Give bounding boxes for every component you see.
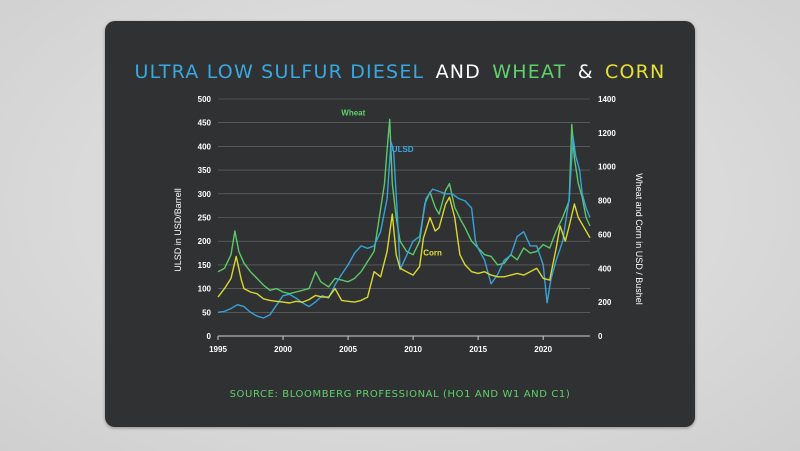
- x-tick-label: 2000: [274, 345, 292, 354]
- y2-tick-label: 800: [598, 197, 612, 206]
- y2-tick-label: 400: [598, 264, 612, 273]
- y2-tick-label: 200: [598, 298, 612, 307]
- x-tick-label: 2010: [404, 345, 422, 354]
- title-part-and: AND: [435, 61, 482, 83]
- y-tick-label: 400: [198, 142, 212, 151]
- title-part-ulsd: ULTRA LOW SULFUR DIESEL: [134, 61, 425, 83]
- series-line-ulsd: [217, 136, 591, 319]
- x-tick-label: 2015: [469, 345, 487, 354]
- line-chart: 0 50 100 150 200 250 300 350 400 450 500 0 200 400 600…: [173, 95, 644, 354]
- y2-tick-label: 600: [598, 230, 612, 239]
- axes: 0 50 100 150 200 250 300 350 400 450 500 0 200 400 600…: [198, 95, 617, 354]
- y2-tick-label: 1200: [598, 129, 616, 138]
- annotation-wheat: Wheat: [341, 109, 365, 118]
- y-tick-label: 250: [198, 214, 212, 223]
- y-tick-label: 100: [198, 285, 212, 294]
- y-tick-label: 450: [198, 119, 212, 128]
- y-tick-label: 150: [198, 261, 212, 270]
- annotations: Wheat ULSD Corn: [341, 109, 442, 258]
- x-tick-label: 2005: [339, 345, 357, 354]
- y-tick-label: 500: [198, 95, 212, 104]
- y-tick-label: 300: [198, 190, 212, 199]
- title-part-wheat: WHEAT: [492, 61, 567, 83]
- annotation-ulsd: ULSD: [392, 145, 414, 154]
- series-lines: [217, 118, 591, 319]
- series-line-wheat: [217, 118, 591, 295]
- y-tick-label: 350: [198, 166, 212, 175]
- source-note: SOURCE: BLOOMBERG PROFESSIONAL (HO1 AND …: [229, 389, 571, 400]
- y2-tick-label: 0: [598, 332, 603, 341]
- gridlines: [218, 98, 590, 337]
- y2-tick-label: 1400: [598, 95, 616, 104]
- x-tick-label: 1995: [209, 345, 227, 354]
- y-axis-label: ULSD in USD/Barrell: [173, 188, 183, 272]
- y2-axis-label: Wheat and Corn in USD / Bushel: [634, 173, 644, 305]
- y-tick-label: 200: [198, 237, 212, 246]
- title-part-ampersand: &: [577, 61, 594, 83]
- x-tick-label: 2020: [534, 345, 552, 354]
- chart-card: ULTRA LOW SULFUR DIESEL AND WHEAT & CORN…: [105, 21, 695, 427]
- annotation-corn: Corn: [423, 248, 442, 257]
- chart-title: ULTRA LOW SULFUR DIESEL AND WHEAT & CORN: [105, 61, 695, 83]
- series-line-corn: [217, 196, 591, 304]
- y-tick-label: 0: [207, 332, 212, 341]
- y-tick-label: 50: [202, 308, 211, 317]
- y2-tick-label: 1000: [598, 163, 616, 172]
- title-part-corn: CORN: [605, 61, 666, 83]
